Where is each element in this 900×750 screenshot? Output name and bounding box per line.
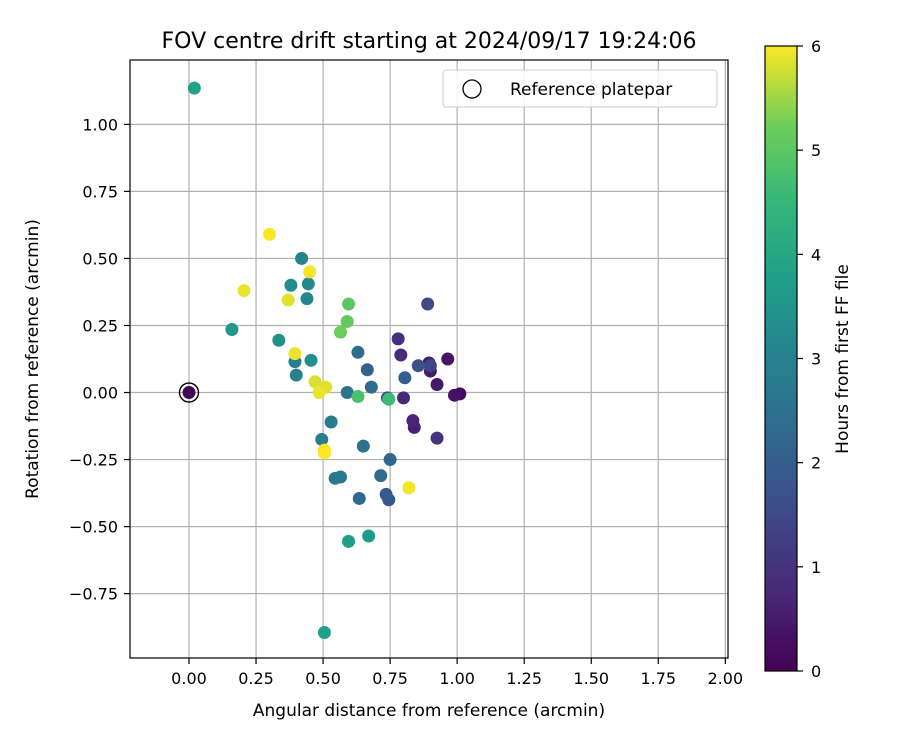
data-point xyxy=(421,297,435,311)
plot-frame xyxy=(129,59,729,659)
data-point xyxy=(382,392,396,406)
data-point xyxy=(402,481,416,495)
data-point xyxy=(356,439,370,453)
data-point xyxy=(225,323,239,337)
data-point xyxy=(303,265,317,279)
colorbar-tick-label: 5 xyxy=(811,141,821,160)
data-point xyxy=(317,446,331,460)
data-point xyxy=(328,471,342,485)
colorbar-label: Hours from first FF file xyxy=(833,264,853,454)
data-point xyxy=(288,347,302,361)
data-point xyxy=(379,487,393,501)
data-point xyxy=(364,380,378,394)
y-axis-ticks: −0.75 −0.50 −0.25 0.00 0.25 0.50 0.75 1.00 xyxy=(69,115,130,604)
data-point xyxy=(284,278,298,292)
data-point xyxy=(340,386,354,400)
data-point xyxy=(423,359,437,373)
x-axis-label: Angular distance from reference (arcmin) xyxy=(253,701,605,721)
data-point xyxy=(362,529,376,543)
data-point xyxy=(441,352,455,366)
x-axis-ticks: 0.00 0.25 0.50 0.75 1.00 1.25 1.50 1.75 2.00 xyxy=(171,658,743,688)
data-point xyxy=(289,368,303,382)
reference-marker xyxy=(178,382,200,403)
x-tick-label: 2.00 xyxy=(708,669,744,688)
data-point xyxy=(342,534,356,548)
data-point xyxy=(300,292,314,306)
data-point xyxy=(182,386,196,400)
legend-box xyxy=(442,69,718,108)
data-point xyxy=(351,390,365,404)
data-point xyxy=(406,414,420,428)
chart-title: FOV centre drift starting at 2024/09/17 … xyxy=(162,29,697,54)
data-point xyxy=(308,375,322,389)
x-tick-label: 1.75 xyxy=(640,669,676,688)
y-tick-label: 0.75 xyxy=(82,182,118,201)
x-tick-label: 0.50 xyxy=(305,669,341,688)
data-point xyxy=(394,348,408,362)
grid-lines xyxy=(130,60,728,658)
data-point xyxy=(352,491,366,505)
colorbar-tick-label: 2 xyxy=(811,454,821,473)
y-tick-label: 0.00 xyxy=(82,384,118,403)
y-tick-label: −0.25 xyxy=(69,451,118,470)
data-point xyxy=(397,391,411,405)
data-point xyxy=(447,388,461,402)
colorbar: 0 1 2 3 4 5 6 Hours from first FF file xyxy=(764,37,853,681)
colorbar-tick-label: 1 xyxy=(811,558,821,577)
y-tick-label: −0.75 xyxy=(69,585,118,604)
colorbar-ticks: 0 1 2 3 4 5 6 xyxy=(797,37,821,681)
reference-platepar-marker xyxy=(178,382,200,403)
y-tick-label: 0.25 xyxy=(82,316,118,335)
data-point xyxy=(295,251,309,265)
data-point xyxy=(391,332,405,346)
y-tick-label: 0.50 xyxy=(82,249,118,268)
x-tick-label: 1.00 xyxy=(439,669,475,688)
colorbar-tick-label: 3 xyxy=(811,350,821,369)
x-tick-label: 0.00 xyxy=(171,669,207,688)
x-tick-label: 0.75 xyxy=(372,669,408,688)
data-point xyxy=(374,469,388,483)
colorbar-gradient xyxy=(764,45,798,672)
data-point xyxy=(301,277,315,291)
data-point xyxy=(187,81,201,95)
data-point xyxy=(342,297,356,311)
data-points xyxy=(182,81,467,640)
legend: Reference platepar xyxy=(442,69,718,108)
data-point xyxy=(398,371,412,385)
data-point xyxy=(383,453,397,467)
data-point xyxy=(430,377,444,391)
colorbar-tick-label: 6 xyxy=(811,37,821,56)
data-point xyxy=(272,333,286,347)
colorbar-tick-label: 0 xyxy=(811,662,821,681)
x-tick-label: 0.25 xyxy=(238,669,274,688)
data-point xyxy=(237,284,251,298)
data-point xyxy=(304,353,318,367)
colorbar-tick-label: 4 xyxy=(811,245,821,264)
y-tick-label: 1.00 xyxy=(82,115,118,134)
legend-entry-reference: Reference platepar xyxy=(510,80,672,100)
data-point xyxy=(351,345,365,359)
data-point xyxy=(317,626,331,640)
x-tick-label: 1.50 xyxy=(573,669,609,688)
data-point xyxy=(315,432,329,446)
data-point xyxy=(324,415,338,429)
data-point xyxy=(312,386,326,400)
x-tick-label: 1.25 xyxy=(506,669,542,688)
y-tick-label: −0.50 xyxy=(69,518,118,537)
data-point xyxy=(334,325,348,339)
data-point xyxy=(360,363,374,377)
data-point xyxy=(262,227,276,241)
data-point xyxy=(340,314,354,328)
data-point xyxy=(411,359,425,373)
legend-marker-reference xyxy=(462,79,482,99)
data-point xyxy=(430,431,444,445)
y-axis-label: Rotation from reference (arcmin) xyxy=(23,219,43,499)
data-point xyxy=(281,293,295,307)
